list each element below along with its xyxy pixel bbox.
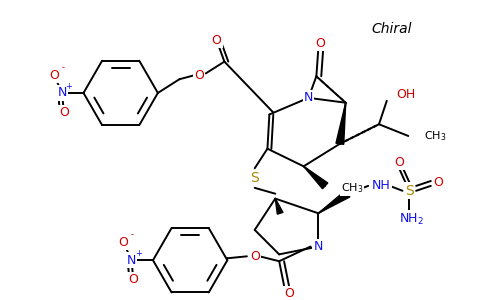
Text: Chiral: Chiral [371, 22, 412, 36]
Text: +: + [135, 249, 142, 258]
Text: OH: OH [396, 88, 416, 101]
Text: -: - [61, 63, 64, 72]
Text: S: S [250, 171, 259, 185]
Text: NH: NH [372, 179, 391, 192]
Polygon shape [336, 103, 346, 144]
Polygon shape [275, 199, 283, 214]
Text: O: O [59, 106, 69, 119]
Text: +: + [65, 82, 72, 91]
Text: O: O [394, 156, 405, 169]
Text: N: N [57, 86, 67, 99]
Text: O: O [316, 37, 325, 50]
Polygon shape [303, 166, 328, 189]
Text: O: O [434, 176, 443, 189]
Text: O: O [250, 250, 259, 263]
Text: NH$_2$: NH$_2$ [399, 212, 424, 227]
Text: O: O [128, 273, 138, 286]
Text: O: O [212, 34, 222, 46]
Text: -: - [131, 230, 134, 239]
Text: N: N [314, 240, 323, 253]
Text: CH$_3$: CH$_3$ [424, 129, 446, 143]
Text: S: S [405, 184, 414, 198]
Text: O: O [119, 236, 129, 249]
Text: CH$_3$: CH$_3$ [341, 181, 363, 195]
Text: O: O [194, 69, 204, 82]
Text: N: N [127, 254, 136, 267]
Text: N: N [304, 91, 313, 104]
Text: O: O [49, 69, 59, 82]
Polygon shape [318, 190, 350, 213]
Text: O: O [284, 287, 294, 300]
